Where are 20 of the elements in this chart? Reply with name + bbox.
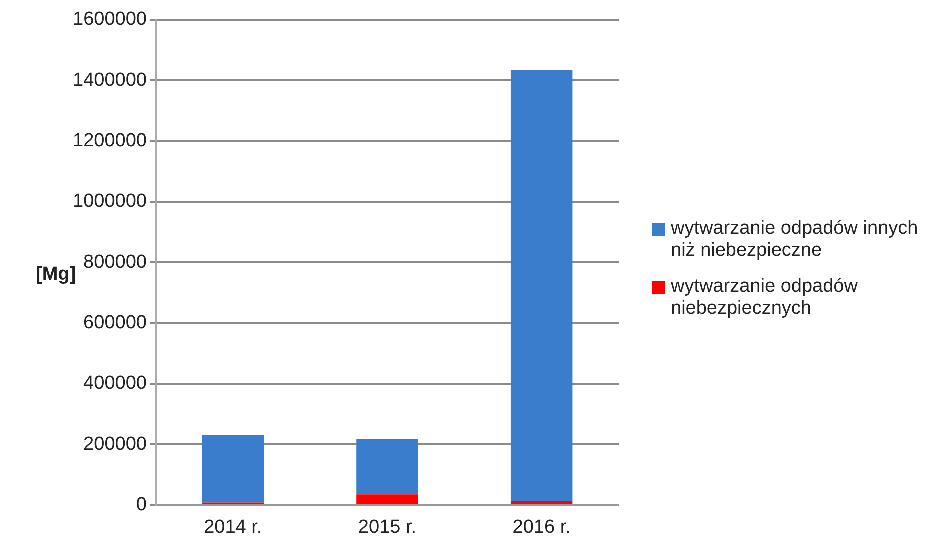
y-tick-label: 200000 [84, 434, 147, 455]
bar [356, 439, 418, 495]
y-tick-label: 1400000 [73, 70, 147, 91]
y-tick-label: 1600000 [73, 9, 147, 30]
y-tick-label: 800000 [84, 252, 147, 273]
x-tick-label: 2015 r. [358, 516, 417, 538]
legend-label: wytwarzanie odpadów innych niż niebezpieczne [671, 218, 920, 262]
y-tick-label: 600000 [84, 312, 147, 334]
x-tick-label: 2016 r. [512, 516, 571, 538]
x-tick-label: 2014 r. [204, 516, 262, 538]
bar [202, 435, 264, 503]
legend-label: wytwarzanie odpadów niebezpiecznych [671, 276, 859, 320]
y-axis-title: [Mg] [36, 264, 76, 286]
bar [356, 494, 418, 504]
y-tick-label: 0 [136, 494, 147, 516]
bar [510, 502, 573, 504]
y-tick-label: 1000000 [73, 191, 147, 212]
y-tick-label: 400000 [84, 373, 147, 394]
y-tick-label: 1200000 [73, 130, 147, 152]
bar [510, 70, 573, 502]
